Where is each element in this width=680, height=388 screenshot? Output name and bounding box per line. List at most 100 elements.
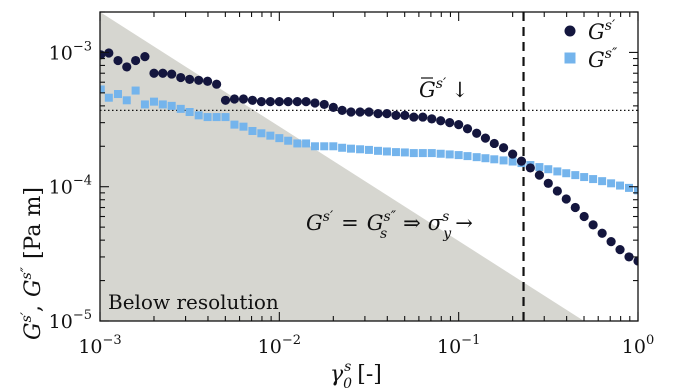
data-point-gs-prime: [212, 79, 222, 89]
gbar-symbol: G: [419, 78, 436, 102]
data-point-gs-double-prime: [293, 139, 302, 148]
data-point-gs-prime: [346, 107, 356, 117]
data-point-gs-prime: [427, 114, 437, 124]
data-point-gs-prime: [319, 99, 329, 110]
data-point-gs-prime: [167, 69, 177, 79]
x-axis-label-symbol: γ: [330, 362, 344, 387]
data-point-gs-double-prime: [104, 93, 113, 102]
data-point-gs-double-prime: [149, 97, 158, 106]
data-point-gs-prime: [265, 97, 275, 107]
data-point-gs-prime: [436, 116, 446, 126]
axis-ticks: [99, 11, 639, 322]
data-point-gs-prime: [149, 68, 159, 78]
data-point-gs-prime: [588, 220, 598, 230]
data-point-gs-double-prime: [248, 126, 257, 135]
y-tick-label: 10−5: [49, 308, 92, 333]
x-axis-label-sup: s: [344, 359, 351, 375]
data-point-gs-double-prime: [310, 142, 319, 151]
data-point-gs-double-prime: [230, 120, 239, 129]
data-point-gs-double-prime: [113, 90, 122, 99]
x-tick-label: 10−2: [258, 333, 301, 358]
data-point-gs-double-prime: [571, 171, 580, 180]
data-point-gs-prime: [185, 74, 195, 84]
data-point-gs-prime: [194, 75, 204, 85]
data-point-gs-prime: [579, 211, 589, 222]
y-tick-label: 10−4: [49, 174, 92, 199]
data-point-gs-prime: [624, 252, 634, 262]
below-resolution-region: [100, 12, 585, 321]
legend-label-gs-double-prime: Gs″: [588, 46, 618, 72]
data-point-gs-prime: [140, 52, 150, 62]
data-point-gs-double-prime: [409, 149, 418, 158]
data-point-gs-prime: [498, 143, 509, 153]
data-point-gs-double-prime: [580, 173, 589, 182]
data-point-gs-prime: [382, 109, 392, 119]
data-point-gs-prime: [489, 138, 499, 149]
data-point-gs-prime: [480, 133, 491, 143]
data-point-gs-double-prime: [221, 113, 230, 122]
data-point-gs-prime: [328, 102, 338, 112]
data-point-gs-double-prime: [562, 169, 571, 178]
gbar-arrow: ↓: [451, 78, 469, 102]
data-point-gs-double-prime: [338, 143, 347, 152]
data-point-gs-double-prime: [436, 149, 445, 158]
gbar-annotation: Gs′ ↓: [419, 76, 469, 102]
y-tick-label: 10−3: [49, 39, 92, 64]
data-point-gs-prime: [508, 149, 518, 159]
x-axis-label-unit: [-]: [357, 362, 382, 387]
data-point-gs-prime: [552, 186, 562, 196]
data-point-gs-double-prime: [257, 129, 266, 138]
data-point-gs-prime: [176, 72, 186, 83]
data-point-gs-double-prime: [400, 148, 409, 157]
data-point-gs-prime: [391, 110, 401, 120]
data-point-gs-double-prime: [391, 148, 400, 157]
data-point-gs-prime: [131, 55, 141, 66]
legend-marker-gs-double-prime: [564, 52, 576, 64]
data-point-gs-double-prime: [356, 145, 365, 154]
axis-tick-labels: 10−3 10−2 10−1 100 10−5 10−4 10−3: [49, 39, 655, 358]
legend: Gs′ Gs″: [564, 18, 618, 72]
x-tick-label: 10−1: [437, 333, 480, 358]
x-tick-label: 100: [622, 333, 654, 358]
data-point-gs-double-prime: [176, 104, 185, 113]
data-point-gs-double-prime: [535, 163, 544, 172]
data-point-gs-prime: [283, 97, 293, 107]
data-point-gs-double-prime: [320, 142, 329, 151]
crossover-annotation: Gs′ = Gs″ s ⇒ σs y →: [306, 209, 473, 242]
data-point-gs-double-prime: [212, 113, 221, 122]
data-point-gs-double-prime: [266, 131, 275, 140]
data-point-gs-prime: [104, 48, 114, 58]
data-point-gs-prime: [158, 68, 168, 78]
data-point-gs-double-prime: [634, 186, 638, 195]
legend-label-gs-prime: Gs′: [588, 18, 616, 44]
data-point-gs-double-prime: [158, 100, 167, 109]
data-point-gs-prime: [355, 107, 365, 117]
data-point-gs-double-prime: [374, 146, 383, 155]
data-point-gs-double-prime: [544, 165, 553, 174]
legend-marker-gs-prime: [564, 25, 576, 37]
data-point-gs-double-prime: [203, 113, 212, 122]
data-point-gs-double-prime: [616, 181, 625, 190]
data-point-gs-prime: [633, 256, 638, 266]
data-point-gs-prime: [516, 156, 527, 166]
data-point-gs-double-prime: [463, 152, 472, 161]
data-point-gs-double-prime: [122, 96, 131, 105]
data-point-gs-double-prime: [607, 179, 616, 188]
data-point-gs-double-prime: [481, 154, 490, 163]
data-point-gs-prime: [615, 245, 625, 255]
data-point-gs-double-prime: [472, 153, 481, 162]
plot-frame: [99, 11, 639, 322]
data-point-gs-double-prime: [239, 122, 248, 131]
data-point-gs-double-prime: [194, 111, 203, 120]
data-point-gs-double-prime: [553, 167, 562, 176]
data-point-gs-double-prime: [185, 108, 194, 117]
data-point-gs-prime: [220, 95, 231, 105]
data-point-gs-prime: [543, 178, 553, 188]
data-point-gs-prime: [418, 112, 428, 122]
data-point-gs-double-prime: [100, 85, 105, 94]
data-point-gs-double-prime: [418, 149, 427, 158]
data-point-gs-double-prime: [131, 86, 140, 95]
data-point-gs-double-prime: [167, 101, 176, 110]
data-point-gs-double-prime: [364, 145, 373, 154]
